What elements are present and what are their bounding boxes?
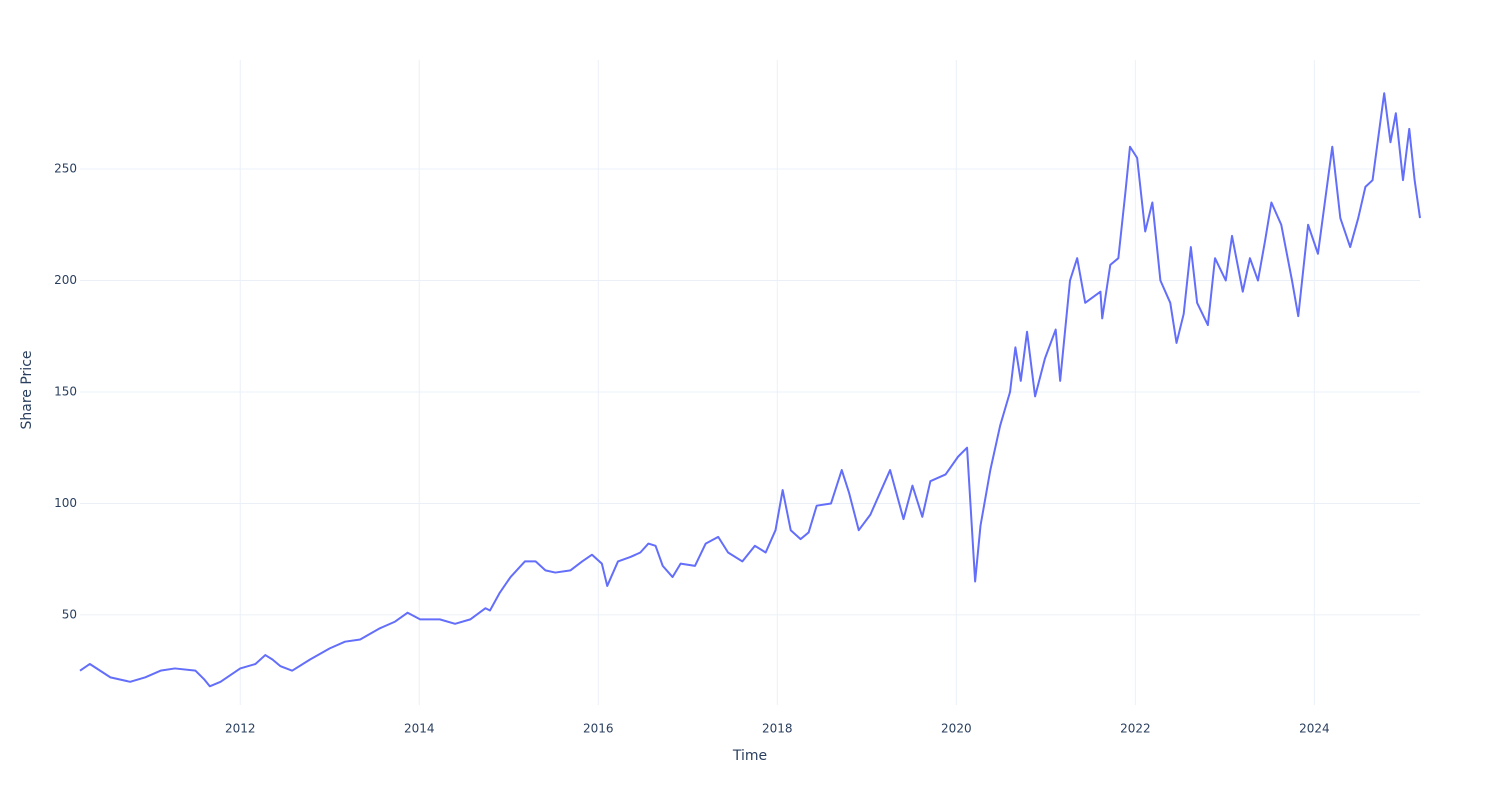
x-tick-label: 2012 xyxy=(225,722,256,736)
x-tick-label: 2024 xyxy=(1299,722,1330,736)
y-axis-title: Share Price xyxy=(19,350,35,429)
x-axis-title: Time xyxy=(732,748,767,764)
price-line xyxy=(79,92,1421,688)
x-tick-label: 2014 xyxy=(404,722,435,736)
x-tick-label: 2022 xyxy=(1120,722,1151,736)
x-tick-label: 2018 xyxy=(762,722,793,736)
y-tick-label: 200 xyxy=(54,273,77,287)
x-tick-label: 2016 xyxy=(583,722,614,736)
y-tick-label: 250 xyxy=(54,162,77,176)
y-tick-label: 100 xyxy=(54,496,77,510)
y-tick-label: 50 xyxy=(62,607,77,621)
x-tick-label: 2020 xyxy=(941,722,972,736)
y-tick-label: 150 xyxy=(54,384,77,398)
